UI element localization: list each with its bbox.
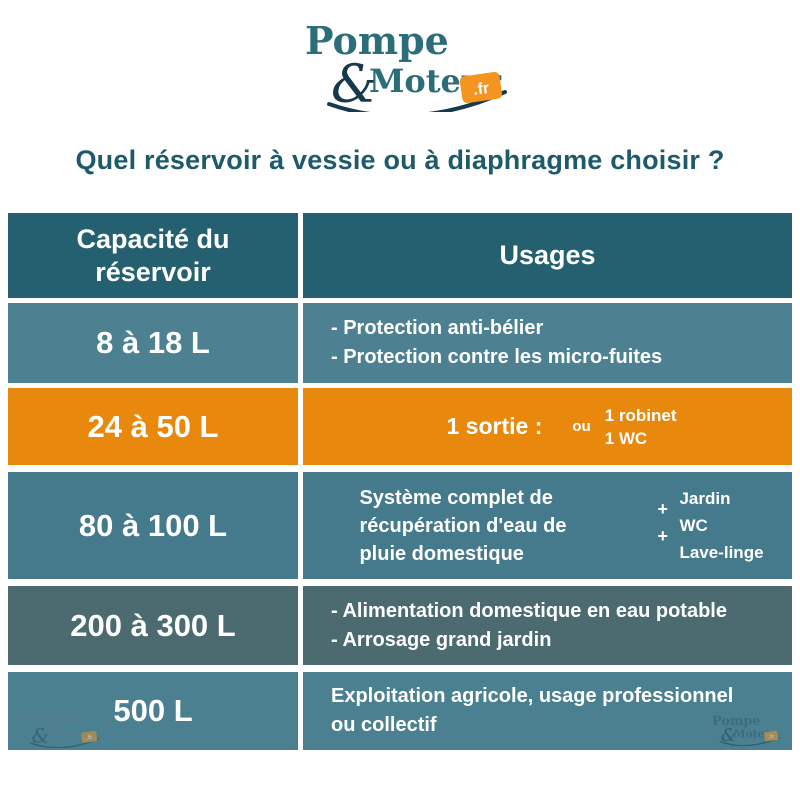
capacity-cell: 80 à 100 L (8, 472, 298, 579)
usage-line: récupération d'eau de (359, 514, 567, 537)
header-usages-label: Usages (499, 240, 596, 270)
usage-line: pluie domestique (359, 542, 524, 565)
capacity-cell: 8 à 18 L (8, 303, 298, 383)
usage-plus-item: Jardin (679, 489, 731, 508)
capacity-cell: Pompe & Moteur .fr 500 L (8, 672, 298, 750)
usage-line: - Arrosage grand jardin (331, 628, 552, 651)
logo-moteur-text: Moteur (46, 727, 97, 742)
table-row: Pompe & Moteur .fr 500 L Exploitation ag… (8, 672, 792, 750)
usage-option: 1 WC (604, 428, 648, 448)
logo-fr-text: .fr (472, 80, 490, 99)
plus-icon: + (657, 499, 668, 519)
capacity-value: 24 à 50 L (87, 408, 219, 444)
logo-ampersand: & (331, 55, 377, 112)
capacity-usage-table: Capacité du réservoir Usages 8 à 18 L - … (8, 213, 792, 750)
usage-line: - Alimentation domestique en eau potable (331, 599, 727, 622)
capacity-value: 500 L (113, 693, 193, 728)
usage-plus-item: Lave-linge (679, 543, 764, 562)
plus-icon: + (657, 526, 668, 546)
header-usages-cell: Usages (303, 213, 792, 298)
usage-or-word: ou (572, 418, 591, 435)
capacity-value: 200 à 300 L (70, 607, 236, 643)
logo-fr-tag: .fr (459, 71, 502, 104)
table-row: 8 à 18 L - Protection anti-bélier - Prot… (8, 303, 792, 383)
usage-option: 1 robinet (604, 405, 677, 425)
logo-fr-tag: .fr (80, 730, 98, 743)
table-row: 80 à 100 L Système complet de récupérati… (8, 472, 792, 579)
usage-option-stack: 1 robinet 1 WC (605, 404, 677, 450)
table-row: 200 à 300 L - Alimentation domestique en… (8, 586, 792, 665)
brand-logo: Pompe & Moteur .fr (0, 0, 800, 116)
capacity-cell: 24 à 50 L (8, 388, 298, 465)
usage-line: - Protection anti-bélier (331, 317, 544, 339)
usage-line: - Protection contre les micro-fuites (331, 346, 663, 368)
page-title: Quel réservoir à vessie ou à diaphragme … (75, 145, 725, 175)
table-row: 24 à 50 L 1 sortie : ou 1 robinet 1 WC (8, 388, 792, 465)
usage-cell: - Protection anti-bélier - Protection co… (303, 303, 792, 383)
capacity-value: 8 à 18 L (96, 325, 210, 360)
capacity-value: 80 à 100 L (78, 507, 228, 543)
capacity-cell: 200 à 300 L (8, 586, 298, 665)
usage-cell: - Alimentation domestique en eau potable… (303, 586, 792, 665)
usage-system-text: Système complet de récupération d'eau de… (359, 484, 651, 568)
usage-cell: 1 sortie : ou 1 robinet 1 WC (303, 388, 792, 465)
usage-cell: Système complet de récupération d'eau de… (303, 472, 792, 579)
usage-plus-item: WC (679, 516, 708, 535)
usage-line: ou collectif (331, 714, 437, 736)
usage-cell: Exploitation agricole, usage professionn… (303, 672, 792, 750)
usage-plus-list: + + Jardin WC Lave-linge (657, 485, 763, 566)
header-capacity-label: Capacité du réservoir (76, 223, 230, 287)
logo-pompe-text: Pompe (305, 18, 449, 63)
usage-line: Exploitation agricole, usage professionn… (331, 685, 734, 707)
usage-line: Système complet de (359, 486, 553, 509)
brand-logo-graphic: Pompe & Moteur .fr (305, 18, 507, 112)
logo-ampersand: & (32, 723, 50, 747)
header-capacity-cell: Capacité du réservoir (8, 213, 298, 298)
usage-outlet-label: 1 sortie : (446, 413, 543, 439)
logo-swoosh (29, 737, 100, 748)
table-header-row: Capacité du réservoir Usages (8, 213, 792, 298)
watermark-logo-left: Pompe & Moteur .fr (22, 711, 100, 748)
logo-fr-text: .fr (86, 734, 94, 742)
logo-pompe-text: Pompe (22, 711, 77, 728)
